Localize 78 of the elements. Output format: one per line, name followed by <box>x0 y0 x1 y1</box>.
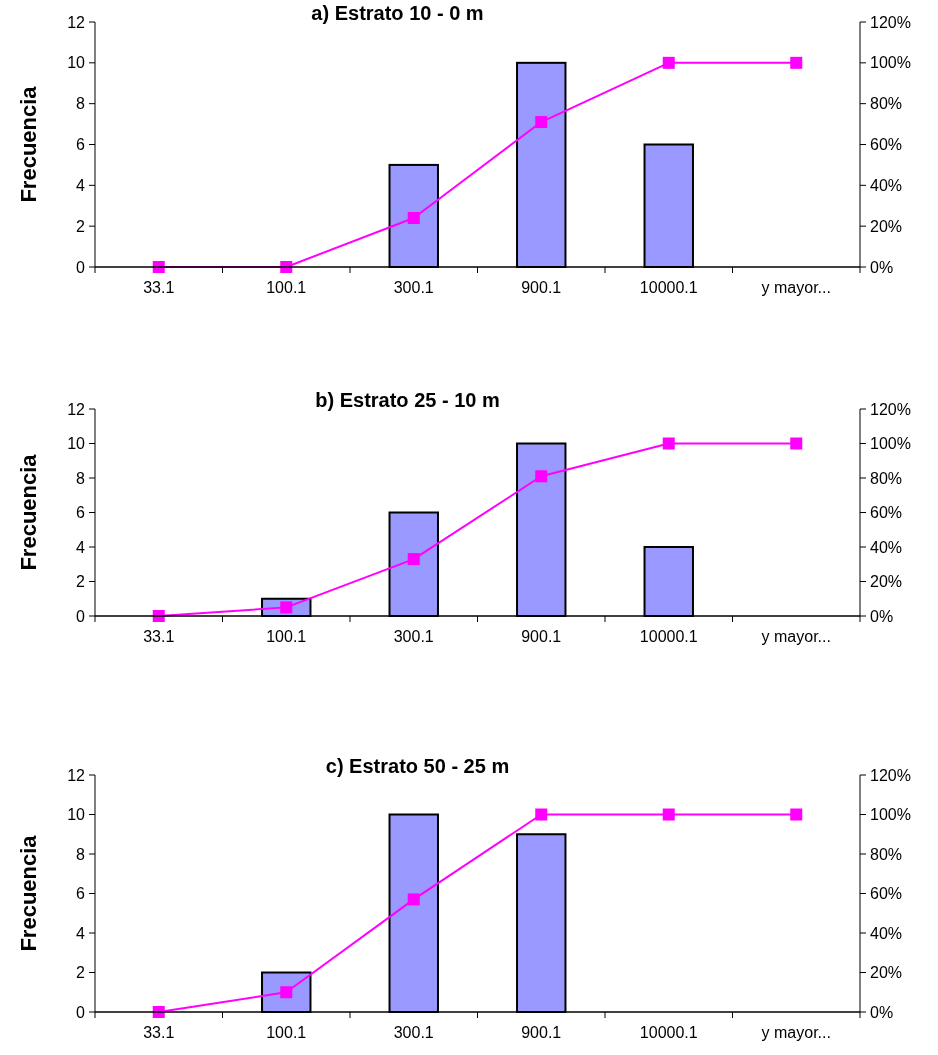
point <box>790 808 803 821</box>
x-tick-label: 300.1 <box>393 628 434 645</box>
y-tick-label: 12 <box>67 766 86 784</box>
point <box>662 56 675 69</box>
point <box>535 808 548 821</box>
y-tick-label: 12 <box>67 13 86 31</box>
y-tick-label: 4 <box>76 924 86 942</box>
y-tick-label: 2 <box>76 573 86 591</box>
y2-tick-label: 40% <box>870 176 903 194</box>
y-tick-label: 8 <box>76 469 86 487</box>
x-tick-label: 33.1 <box>143 279 175 296</box>
y2-tick-label: 100% <box>870 806 911 824</box>
x-tick-label: 900.1 <box>521 1024 562 1041</box>
x-tick-label: 100.1 <box>266 279 307 296</box>
y2-tick-label: 80% <box>870 95 903 113</box>
y2-tick-label: 20% <box>870 217 903 235</box>
y2-tick-label: 40% <box>870 538 903 556</box>
x-tick-label: 300.1 <box>393 1024 434 1041</box>
x-tick-label: 10000.1 <box>639 279 698 296</box>
y-axis-title: Frecuencia <box>16 453 41 571</box>
y-tick-label: 6 <box>76 136 86 154</box>
y-tick-label: 8 <box>76 845 86 863</box>
x-tick-label: 900.1 <box>521 628 562 645</box>
y-tick-label: 10 <box>67 435 86 453</box>
x-tick-label: y mayor... <box>761 1024 831 1041</box>
y2-tick-label: 60% <box>870 136 903 154</box>
y-tick-label: 0 <box>76 607 86 625</box>
y-tick-label: 10 <box>67 54 86 72</box>
y2-tick-label: 20% <box>870 573 903 591</box>
y2-tick-label: 100% <box>870 54 911 72</box>
y2-tick-label: 80% <box>870 469 903 487</box>
x-tick-label: 300.1 <box>393 279 434 296</box>
y-axis-title: Frecuencia <box>16 85 41 203</box>
x-tick-label: 100.1 <box>266 1024 307 1041</box>
y2-tick-label: 0% <box>870 607 894 625</box>
y-tick-label: 6 <box>76 504 86 522</box>
y2-tick-label: 120% <box>870 400 911 418</box>
x-tick-label: 10000.1 <box>639 1024 698 1041</box>
y-axis-title: Frecuencia <box>16 834 41 952</box>
y2-tick-label: 20% <box>870 964 903 982</box>
y2-tick-label: 0% <box>870 258 894 276</box>
y2-tick-label: 80% <box>870 845 903 863</box>
y2-tick-label: 120% <box>870 13 911 31</box>
x-tick-label: y mayor... <box>761 279 831 296</box>
point <box>407 893 420 906</box>
y-tick-label: 10 <box>67 806 86 824</box>
point <box>790 437 803 450</box>
y-tick-label: 8 <box>76 95 86 113</box>
point <box>407 553 420 566</box>
y2-tick-label: 0% <box>870 1003 894 1021</box>
point <box>790 56 803 69</box>
x-tick-label: 10000.1 <box>639 628 698 645</box>
x-tick-label: 33.1 <box>143 628 175 645</box>
point <box>535 116 548 129</box>
y2-tick-label: 60% <box>870 885 903 903</box>
y-tick-label: 2 <box>76 964 86 982</box>
chart-title: b) Estrato 25 - 10 m <box>315 389 500 411</box>
y2-tick-label: 120% <box>870 766 911 784</box>
y-tick-label: 4 <box>76 538 86 556</box>
y-tick-label: 0 <box>76 1003 86 1021</box>
point <box>662 808 675 821</box>
y2-tick-label: 100% <box>870 435 911 453</box>
point <box>662 437 675 450</box>
x-tick-label: 100.1 <box>266 628 307 645</box>
y-tick-label: 12 <box>67 400 86 418</box>
y2-tick-label: 60% <box>870 504 903 522</box>
x-tick-label: 33.1 <box>143 1024 175 1041</box>
chart-title: a) Estrato 10 - 0 m <box>311 2 484 24</box>
y-tick-label: 0 <box>76 258 86 276</box>
x-tick-label: 900.1 <box>521 279 562 296</box>
point <box>407 212 420 224</box>
y-tick-label: 2 <box>76 217 86 235</box>
chart-title: c) Estrato 50 - 25 m <box>325 755 510 777</box>
point <box>535 470 548 483</box>
y-tick-label: 4 <box>76 176 86 194</box>
x-tick-label: y mayor... <box>761 628 831 645</box>
y-tick-label: 6 <box>76 885 86 903</box>
y2-tick-label: 40% <box>870 924 903 942</box>
